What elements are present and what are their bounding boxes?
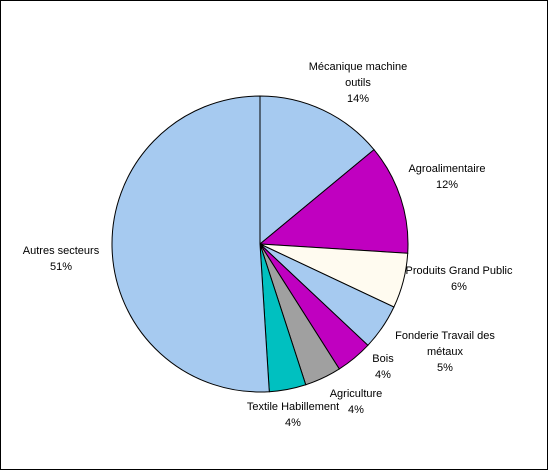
- value-label: 4%: [285, 417, 301, 429]
- category-label: Fonderie Travail des métaux: [395, 330, 495, 358]
- category-label: Bois: [372, 353, 394, 365]
- category-label: Agroalimentaire: [408, 163, 486, 175]
- pie-slice: [258, 148, 409, 254]
- slice-label: Agriculture 4%: [316, 386, 396, 418]
- category-label: Produits Grand Public: [405, 265, 513, 277]
- category-label: Autres secteurs: [22, 245, 100, 257]
- slice-label: Textile Habillement 4%: [238, 399, 348, 431]
- slice-label: Agroalimentaire 12%: [397, 161, 497, 193]
- slice-label: Fonderie Travail des métaux 5%: [392, 328, 498, 376]
- category-label: Textile Habillement: [246, 401, 340, 413]
- slice-label: Bois 4%: [353, 351, 413, 383]
- value-label: 14%: [346, 93, 370, 105]
- slice-label: Produits Grand Public 6%: [404, 263, 514, 295]
- value-label: 12%: [435, 179, 459, 191]
- value-label: 6%: [451, 281, 467, 293]
- value-label: 4%: [375, 369, 391, 381]
- category-label: Mécanique machine outils: [308, 61, 408, 89]
- slice-label: Mécanique machine outils 14%: [303, 59, 413, 107]
- category-label: Agriculture: [329, 388, 383, 400]
- pie-slice: [111, 95, 270, 393]
- slice-label: Autres secteurs 51%: [11, 243, 111, 275]
- value-label: 51%: [49, 261, 73, 273]
- value-label: 4%: [348, 404, 364, 416]
- pie-slice: [259, 95, 375, 246]
- value-label: 5%: [437, 362, 453, 374]
